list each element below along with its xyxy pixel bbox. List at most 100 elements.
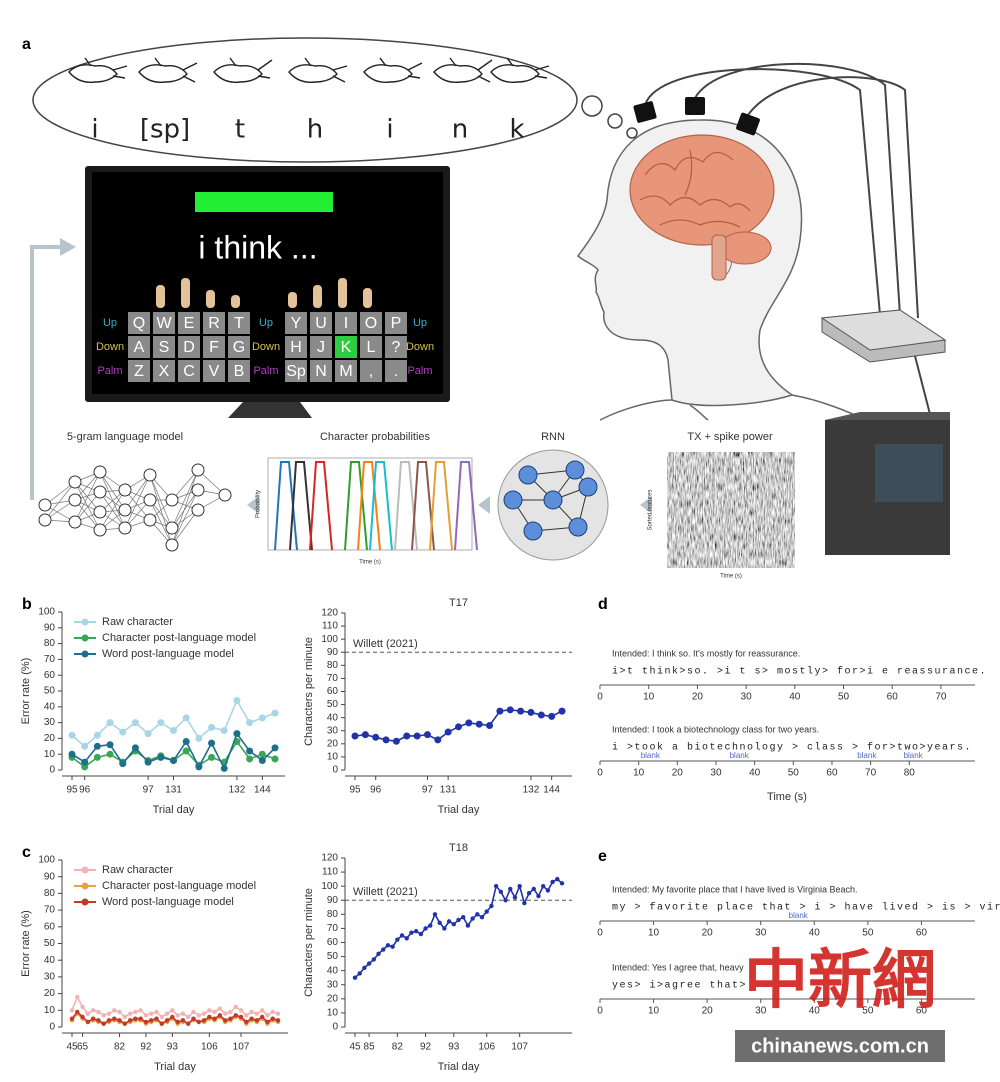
data-point: [159, 1021, 164, 1026]
data-point: [555, 876, 560, 882]
key-label: O: [365, 315, 377, 332]
blank-label: blank: [730, 751, 750, 760]
time-tick-label: 70: [865, 768, 877, 779]
lm-node: [218, 488, 232, 502]
data-point: [101, 1021, 106, 1026]
reference-label: Willett (2021): [353, 638, 418, 650]
data-point: [437, 920, 442, 925]
key-label: ?: [392, 339, 401, 356]
time-tick-label: 30: [741, 692, 753, 703]
electrode: [736, 112, 760, 136]
feedback-arrow: [30, 245, 62, 500]
intended-text: Intended: Yes I agree that, heavy: [612, 962, 744, 972]
x-tick-label: 65: [77, 1042, 89, 1053]
y-tick-label: 90: [327, 647, 339, 658]
data-point: [170, 727, 177, 734]
data-point: [191, 1016, 196, 1021]
data-point: [361, 731, 369, 739]
lm-node: [143, 468, 157, 482]
data-point: [182, 738, 190, 746]
finger-sketch: [304, 57, 348, 83]
time-tick-label: 50: [838, 692, 850, 703]
x-tick-label: 93: [448, 1042, 460, 1053]
data-point: [465, 923, 471, 928]
gesture-label: Up: [259, 317, 273, 329]
data-point: [81, 742, 89, 750]
y-tick-label: 20: [327, 738, 339, 749]
data-point: [271, 709, 279, 717]
panel-label: e: [598, 848, 607, 865]
finger-sketch: [84, 57, 128, 79]
y-tick-label: 10: [44, 1005, 56, 1016]
time-tick-label: 20: [702, 928, 714, 939]
data-point: [119, 760, 127, 768]
y-tick-label: 30: [327, 979, 339, 990]
data-point: [222, 1018, 228, 1023]
key: [153, 312, 175, 334]
data-point: [182, 714, 190, 722]
y-tick-label: 60: [44, 670, 56, 681]
y-tick-label: 120: [321, 608, 338, 619]
data-point: [133, 1016, 138, 1021]
x-tick-label: 132: [229, 785, 246, 796]
key-label: L: [367, 339, 376, 356]
data-point: [208, 753, 216, 761]
reference-label: Willett (2021): [353, 886, 418, 898]
key: [285, 336, 307, 358]
y-tick-label: 100: [38, 855, 55, 866]
data-point: [127, 1011, 133, 1016]
key-label: M: [339, 363, 352, 380]
hand-sketch: [68, 64, 118, 83]
y-axis-label: Characters per minute: [303, 637, 315, 746]
y-axis-label: Characters per minute: [303, 888, 315, 997]
data-point: [244, 1013, 249, 1018]
data-point: [96, 1009, 101, 1015]
lm-node: [38, 498, 52, 512]
data-point: [265, 1019, 270, 1025]
time-tick-label: 60: [916, 1006, 928, 1017]
data-point: [93, 742, 101, 750]
key-label: A: [134, 339, 145, 356]
electrode: [633, 101, 657, 123]
data-point: [395, 937, 400, 942]
data-point: [484, 909, 489, 914]
data-point: [228, 1009, 233, 1015]
y-axis-label: Error rate (%): [20, 910, 32, 977]
data-point: [259, 1014, 265, 1020]
y-tick-label: 40: [327, 965, 339, 976]
data-point: [540, 883, 546, 889]
lm-edge: [74, 499, 101, 531]
x-tick-label: 82: [392, 1042, 404, 1053]
data-point: [143, 1019, 149, 1025]
x-tick-label: 82: [114, 1042, 126, 1053]
y-tick-label: 60: [327, 686, 339, 697]
data-point: [246, 747, 254, 755]
data-point: [144, 730, 152, 738]
watermark-site: chinanews.com.cn: [751, 1035, 929, 1057]
data-point: [486, 722, 494, 730]
data-point: [498, 889, 504, 894]
hand-sketch: [213, 64, 263, 83]
time-tick-label: 50: [788, 768, 800, 779]
data-point: [112, 1016, 117, 1021]
key: [335, 360, 357, 382]
data-point: [220, 727, 228, 734]
data-point: [207, 1014, 212, 1020]
lm-edge: [124, 474, 151, 511]
key: [385, 336, 407, 358]
panel-label: b: [22, 596, 32, 613]
y-tick-label: 30: [327, 725, 339, 736]
data-point: [119, 728, 127, 736]
data-point: [131, 744, 139, 752]
y-tick-label: 30: [44, 972, 56, 983]
time-tick-label: 30: [755, 928, 767, 939]
data-point: [246, 719, 254, 727]
data-point: [106, 719, 114, 727]
data-point: [517, 883, 522, 889]
intended-text: Intended: My favorite place that I have …: [612, 884, 857, 894]
y-tick-label: 110: [322, 867, 338, 878]
finger: [181, 278, 190, 308]
data-point: [489, 903, 494, 909]
x-tick-label: 107: [233, 1042, 250, 1053]
y-tick-label: 50: [327, 699, 339, 710]
